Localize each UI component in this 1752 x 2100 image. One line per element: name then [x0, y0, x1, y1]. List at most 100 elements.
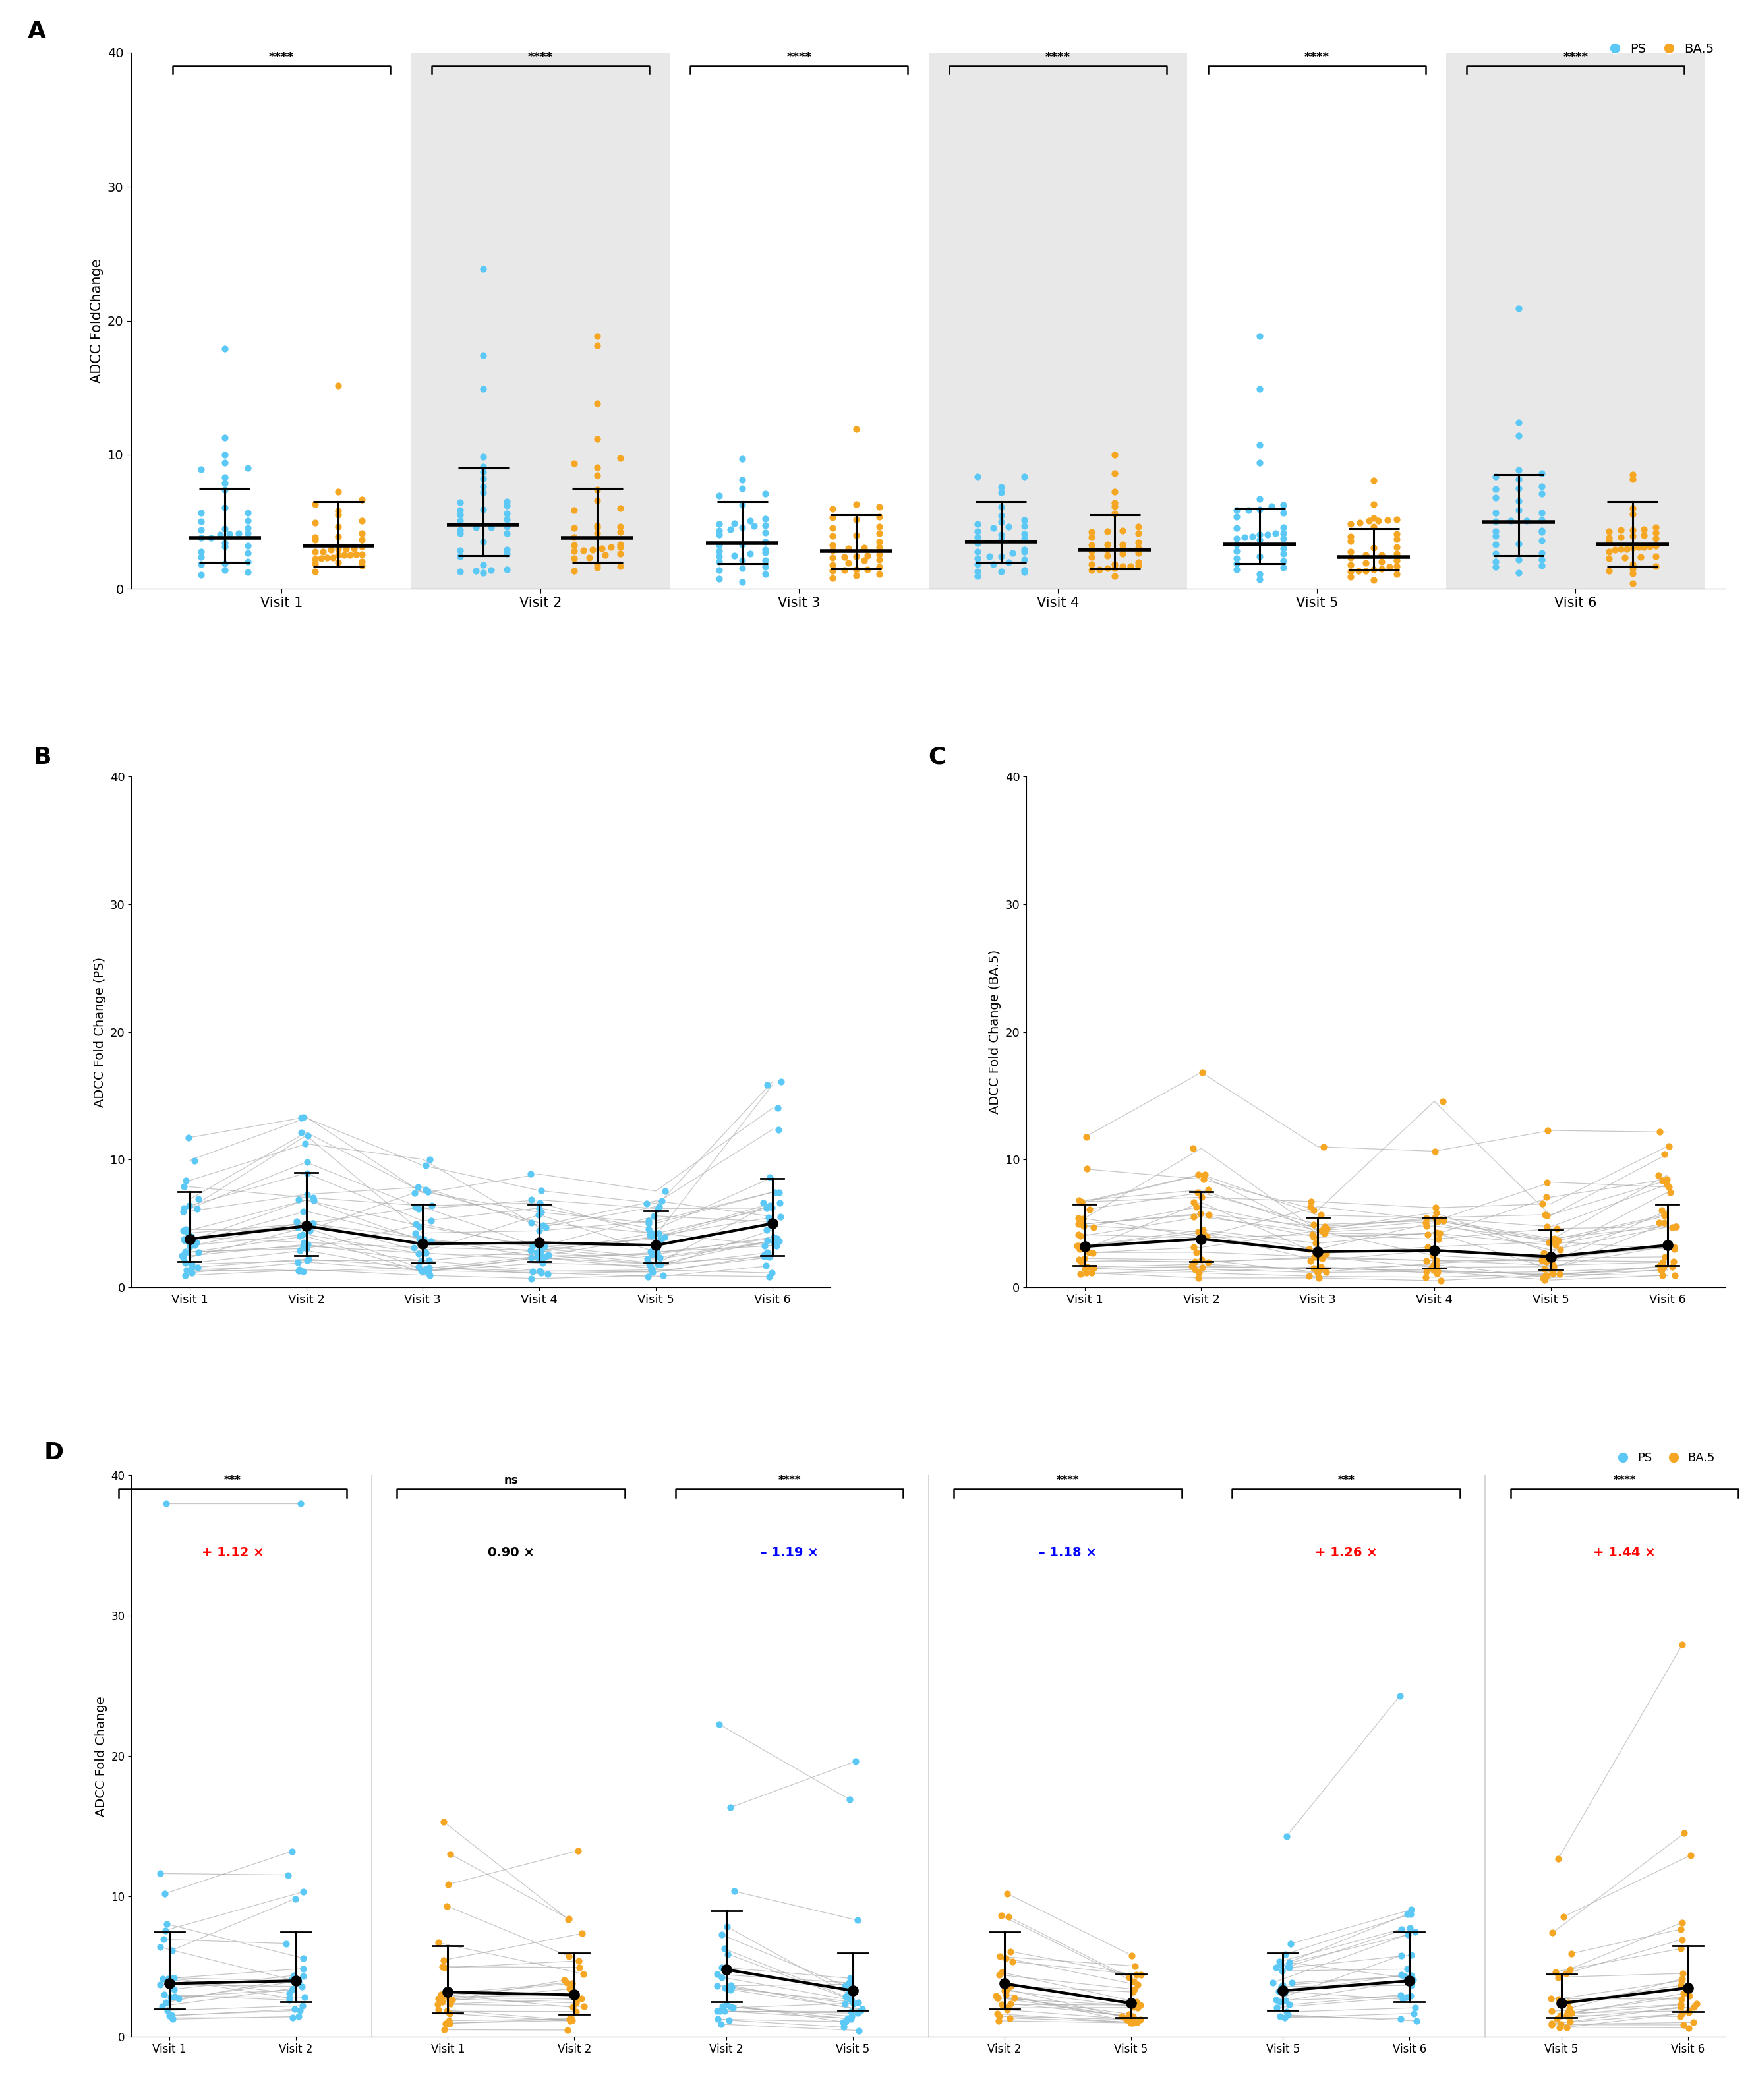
Point [1120, 1999, 1148, 2033]
Point [324, 498, 352, 531]
Point [562, 1987, 590, 2020]
Legend: PS, BA.5: PS, BA.5 [1607, 1447, 1720, 1468]
Point [1547, 1233, 1575, 1266]
Point [837, 1984, 865, 2018]
Point [526, 1186, 554, 1220]
Point [569, 1957, 597, 1991]
Point [1533, 1199, 1561, 1233]
Point [999, 536, 1027, 569]
Point [1396, 1898, 1424, 1932]
Point [846, 1993, 874, 2026]
Point [757, 1256, 785, 1289]
Point [177, 1256, 205, 1289]
Point [405, 1222, 433, 1256]
Point [1389, 1982, 1417, 2016]
Point [158, 1999, 186, 2033]
Point [149, 1924, 177, 1957]
Point [1610, 540, 1638, 573]
Point [1382, 550, 1410, 584]
Point [1414, 1231, 1442, 1264]
Point [1100, 456, 1128, 489]
Point [1423, 1243, 1451, 1277]
Point [964, 460, 992, 494]
Point [1246, 483, 1274, 517]
Point [1596, 542, 1624, 575]
Point [1300, 1239, 1328, 1273]
Point [766, 1186, 794, 1220]
Point [1298, 1218, 1326, 1252]
Point [401, 1216, 429, 1250]
Point [1123, 2005, 1151, 2039]
Point [1668, 1628, 1696, 1661]
Point [834, 546, 862, 580]
Point [1230, 521, 1258, 554]
Point [286, 1220, 314, 1254]
Point [1360, 487, 1388, 521]
Point [1223, 533, 1251, 567]
Point [985, 1957, 1013, 1991]
Point [555, 1972, 583, 2006]
Point [184, 1250, 212, 1283]
Point [729, 441, 757, 475]
Point [1223, 527, 1251, 561]
Point [1368, 538, 1396, 571]
Point [340, 531, 368, 565]
Point [1272, 1995, 1300, 2029]
Point [172, 1254, 200, 1287]
Point [1528, 514, 1556, 548]
Point [149, 1989, 177, 2022]
Point [470, 252, 498, 286]
Point [1423, 1254, 1451, 1287]
Point [1661, 1231, 1689, 1264]
Point [650, 1258, 678, 1292]
Point [753, 1214, 781, 1247]
Point [555, 1903, 583, 1936]
Point [729, 565, 757, 598]
Point [1652, 1168, 1680, 1201]
Point [1505, 556, 1533, 590]
Point [1268, 538, 1296, 571]
Point [1400, 1964, 1428, 1997]
Point [1556, 1953, 1584, 1987]
Point [818, 527, 846, 561]
Point [704, 540, 732, 573]
Point [1302, 1252, 1330, 1285]
Point [1649, 1258, 1677, 1292]
Point [834, 2001, 862, 2035]
Point [646, 1247, 675, 1281]
Point [718, 1991, 746, 2024]
Point [993, 1972, 1021, 2006]
Point [557, 2003, 585, 2037]
Point [643, 1235, 671, 1268]
Point [1668, 1982, 1696, 2016]
Point [853, 552, 881, 586]
Point [1268, 1968, 1296, 2001]
Point [1619, 512, 1647, 546]
Point [638, 1237, 666, 1270]
Point [764, 1092, 792, 1126]
Point [1650, 1197, 1678, 1231]
Point [289, 1226, 317, 1260]
Point [427, 1978, 456, 2012]
Point [275, 1982, 303, 2016]
Point [168, 1239, 196, 1273]
Point [447, 498, 475, 531]
Point [634, 1203, 662, 1237]
Point [1547, 1999, 1575, 2033]
Point [564, 1833, 592, 1867]
Point [729, 462, 757, 496]
Point [1619, 458, 1647, 491]
Point [1268, 496, 1296, 529]
Point [1223, 500, 1251, 533]
Point [187, 548, 215, 582]
Point [1296, 1243, 1325, 1277]
Point [1528, 1243, 1556, 1277]
Point [1382, 517, 1410, 550]
Point [1619, 462, 1647, 496]
Point [184, 1235, 212, 1268]
Point [704, 533, 732, 567]
Point [1533, 1113, 1561, 1147]
Point [836, 1961, 864, 1995]
Point [233, 517, 261, 550]
Point [517, 1157, 545, 1191]
